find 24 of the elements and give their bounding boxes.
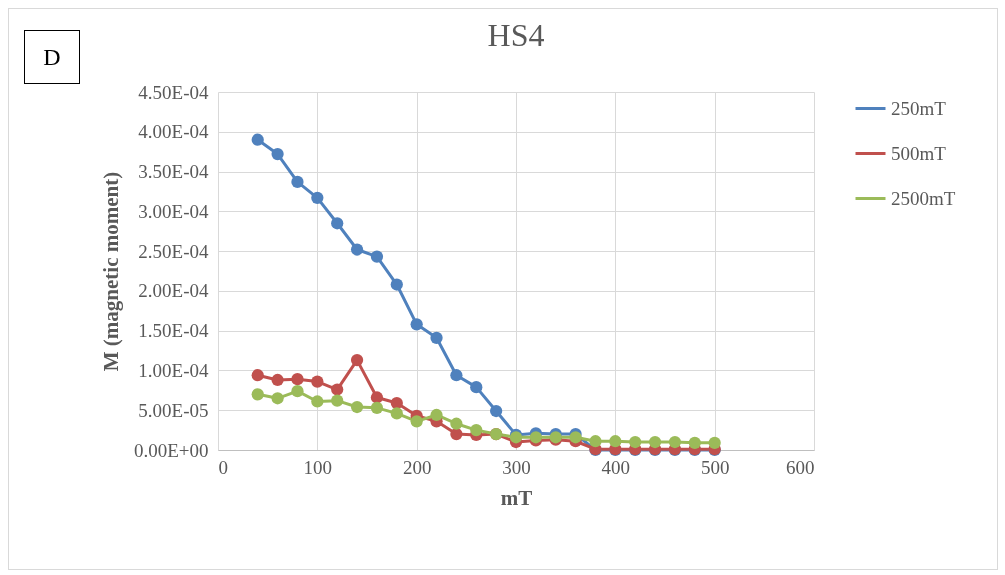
y-tick-label: 5.00E-05 xyxy=(138,399,209,421)
x-tick-label: 500 xyxy=(700,456,730,478)
y-tick-label: 3.50E-04 xyxy=(138,161,209,183)
legend-label: 500mT xyxy=(891,142,947,164)
y-tick-label: 4.00E-04 xyxy=(138,121,209,143)
x-axis-title: mT xyxy=(500,485,533,510)
y-tick-label: 0.00E+00 xyxy=(133,439,209,461)
text: D xyxy=(24,30,80,84)
y-tick-label: 4.50E-04 xyxy=(138,81,209,103)
legend-label: 2500mT xyxy=(891,187,956,209)
y-tick-label: 1.50E-04 xyxy=(138,320,209,342)
y-tick-label: 2.50E-04 xyxy=(138,240,209,262)
legend-label: 250mT xyxy=(891,97,947,119)
y-tick-label: 2.00E-04 xyxy=(138,280,209,302)
x-tick-label: 0 xyxy=(218,456,228,478)
chart-title: HS4 xyxy=(487,17,545,53)
y-tick-label: 3.00E-04 xyxy=(138,200,209,222)
y-tick-label: 1.00E-04 xyxy=(138,359,209,381)
x-tick-label: 600 xyxy=(786,456,815,478)
x-tick-label: 200 xyxy=(402,456,432,478)
x-tick-label: 300 xyxy=(502,456,531,478)
y-axis-title: M (magnetic moment) xyxy=(98,171,123,372)
x-tick-label: 400 xyxy=(601,456,631,478)
x-tick-label: 100 xyxy=(303,456,333,478)
